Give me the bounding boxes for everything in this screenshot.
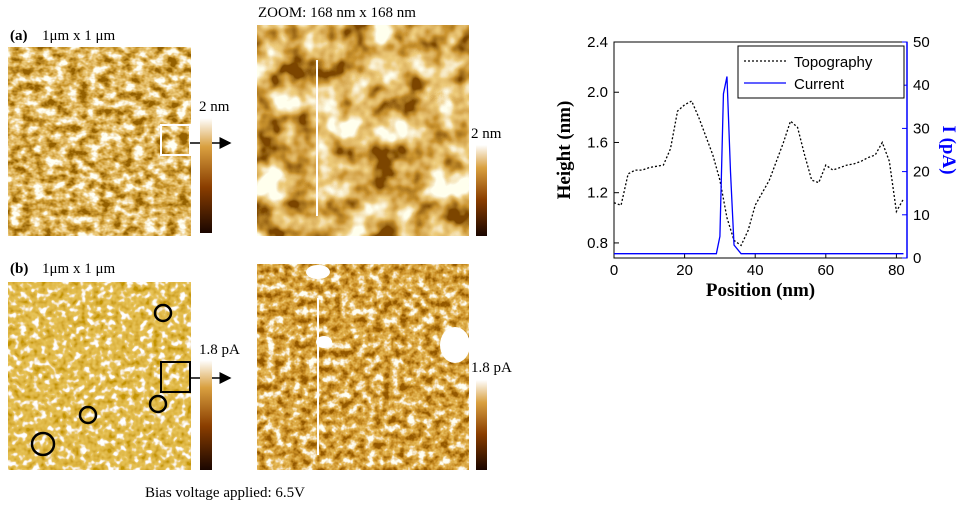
legend-label: Topography [794,54,873,71]
line-series [613,100,905,247]
y2-tick-label: 10 [913,207,930,224]
scan-size: 1μm x 1 μm [42,261,116,277]
legend-box [737,45,905,99]
y-tick-label: 2.0 [587,84,608,101]
y2-tick-label: 0 [913,250,921,267]
x-tick-label: 80 [888,262,905,279]
panel-label: (b) [10,261,28,277]
colorbar [200,118,212,233]
particle [440,327,470,363]
colorbar-label: 2 nm [199,99,230,115]
x-tick-label: 0 [610,262,618,279]
chart: 0 20 40 60 80 0.8 1.2 1.6 2.0 2.4 0 10 20 30 40 50 Posit… [554,34,959,301]
colorbar-label: 1.8 pA [199,342,240,358]
y-tick-label: 1.2 [587,185,608,202]
afm-image [8,282,191,470]
x-tick-label: 40 [747,262,764,279]
y-axis-label: Height (nm) [554,101,575,200]
x-axis-label: Position (nm) [706,280,815,301]
y-tick-label: 0.8 [587,235,608,252]
particle-markers [30,303,173,457]
zoom-box [160,124,191,156]
zoom-box [160,361,191,393]
y-tick-label: 2.4 [587,34,608,51]
y2-axis-label: I (pA) [938,125,959,174]
x-tick-label: 60 [817,262,834,279]
panel-label: (a) [10,28,28,44]
particle [306,265,330,279]
caption: Bias voltage applied: 6.5V [145,485,305,501]
scan-size: 1μm x 1 μm [42,28,116,44]
y2-tick-label: 40 [913,77,930,94]
line-series [614,76,904,255]
y2-tick-label: 20 [913,164,930,181]
colorbar [476,380,487,470]
colorbar-label: 1.8 pA [471,360,512,376]
colorbar [476,145,487,236]
x-tick-label: 20 [676,262,693,279]
y2-tick-label: 50 [913,34,930,51]
zoom-image [257,25,469,236]
zoom-image [257,264,469,470]
legend-label: Current [794,76,845,93]
particle [316,336,332,348]
y-tick-label: 1.6 [587,134,608,151]
afm-image [8,47,191,236]
colorbar-label: 2 nm [471,126,502,142]
zoom-title: ZOOM: 168 nm x 168 nm [258,5,416,21]
colorbar [200,360,212,470]
y2-tick-label: 30 [913,120,930,137]
